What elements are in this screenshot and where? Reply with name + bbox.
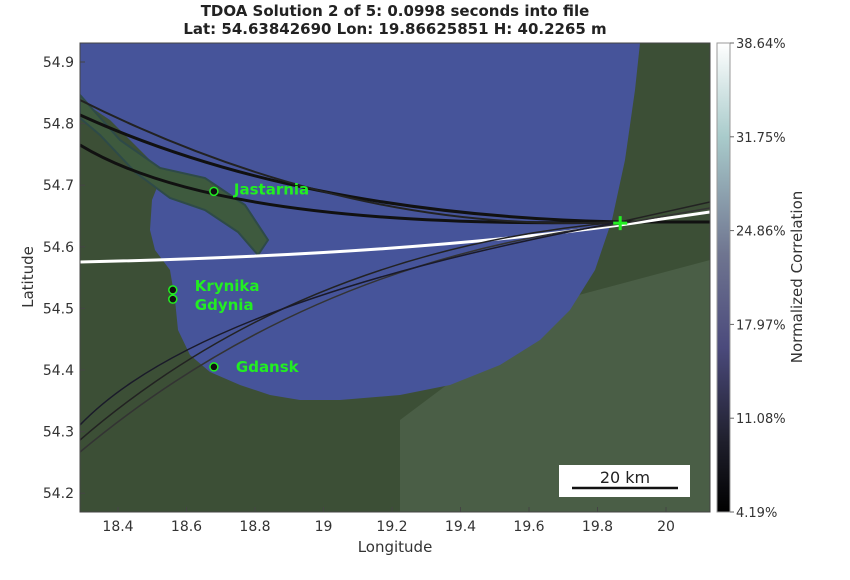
colorbar-tick-label: 17.97%	[736, 318, 786, 333]
x-tick-label: 20	[657, 519, 675, 535]
x-tick-label: 19.6	[513, 519, 544, 535]
receiver-marker[interactable]	[209, 362, 219, 372]
plot-frame	[79, 42, 711, 513]
colorbar-tick-label: 31.75%	[736, 131, 786, 146]
tdoa-hyperbolas	[80, 99, 710, 453]
x-axis-label: Longitude	[358, 538, 433, 556]
x-tick-label: 18.6	[171, 519, 202, 535]
x-tick-label: 19.4	[445, 519, 476, 535]
y-tick-label: 54.6	[43, 240, 74, 256]
colorbar-label: Normalized Correlation	[788, 191, 806, 364]
colorbar-tick-label: 38.64%	[736, 37, 786, 52]
receiver-label: Jastarnia	[233, 180, 309, 198]
x-tick-label: 19.2	[376, 519, 407, 535]
y-axis-label: Latitude	[19, 246, 37, 308]
colorbar-tick-label: 11.08%	[736, 412, 786, 427]
solution-marker-icon[interactable]	[613, 216, 628, 231]
y-tick-label: 54.3	[43, 425, 74, 441]
hyperbola-line	[80, 99, 621, 225]
receiver-marker[interactable]	[168, 294, 178, 304]
hyperbola-line	[80, 207, 710, 453]
hel-peninsula	[80, 93, 270, 257]
hyperbola-line	[80, 221, 621, 426]
scale-bar: 20 km	[559, 465, 690, 497]
lagoon	[400, 260, 710, 512]
receiver-label: Gdansk	[236, 358, 300, 376]
scale-bar-label: 20 km	[600, 468, 650, 487]
x-tick-label: 19	[315, 519, 333, 535]
colorbar	[716, 42, 731, 513]
y-tick-label: 54.9	[43, 55, 74, 71]
receiver-marker[interactable]	[168, 285, 178, 295]
y-tick-label: 54.2	[43, 486, 74, 502]
y-tick-label: 54.4	[43, 363, 74, 379]
colorbar-tick-label: 4.19%	[736, 506, 777, 521]
x-tick-label: 19.8	[582, 519, 613, 535]
receiver-marker[interactable]	[209, 186, 219, 197]
receiver-label: Gdynia	[195, 296, 254, 314]
colorbar-tick-label: 24.86%	[736, 225, 786, 240]
plot-subtitle: Lat: 54.63842690 Lon: 19.86625851 H: 40.…	[183, 20, 607, 38]
receiver-label: Krynika	[195, 277, 260, 295]
plot-title: TDOA Solution 2 of 5: 0.0998 seconds int…	[200, 2, 590, 20]
y-tick-label: 54.7	[43, 178, 74, 194]
y-tick-label: 54.5	[43, 301, 74, 317]
water-bay	[80, 43, 640, 400]
hyperbola-line	[80, 201, 710, 441]
x-tick-label: 18.4	[102, 519, 133, 535]
y-tick-label: 54.8	[43, 117, 74, 133]
x-tick-label: 18.8	[239, 519, 270, 535]
map-area[interactable]	[80, 43, 710, 512]
